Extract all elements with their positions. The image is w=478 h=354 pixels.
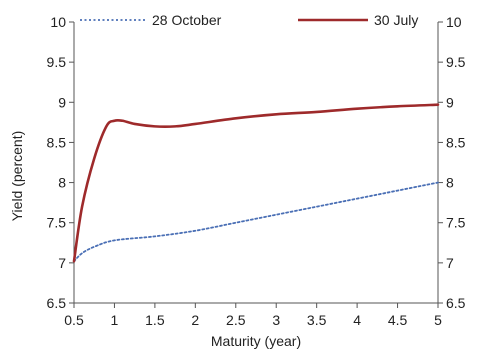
y-tick-label-right: 8	[446, 175, 454, 191]
y-tick-label-right: 7	[446, 255, 454, 271]
x-tick-label: 3	[272, 312, 280, 328]
y-axis-title: Yield (percent)	[9, 131, 25, 222]
x-tick-label: 0.5	[64, 312, 84, 328]
series-layer	[72, 103, 440, 263]
y-tick-label-right: 6.5	[446, 295, 466, 311]
y-tick-label-left: 10	[50, 14, 66, 30]
axes-layer: 0.5 1 1.5 2 2.5 3 3.5 4 4.5 56.577.588.599.5106.5…	[47, 14, 466, 328]
legend: 28 October 30 July	[80, 12, 418, 28]
x-tick-label: 4.5	[388, 312, 408, 328]
y-tick-label-left: 9.5	[47, 54, 67, 70]
y-tick-label-left: 6.5	[47, 295, 67, 311]
x-tick-label: 3.5	[307, 312, 327, 328]
legend-label: 28 October	[152, 12, 222, 28]
y-tick-label-left: 9	[58, 94, 66, 110]
y-tick-label-left: 7	[58, 255, 66, 271]
y-tick-label-left: 8	[58, 175, 66, 191]
y-tick-label-right: 8.5	[446, 134, 466, 150]
x-tick-label: 2.5	[226, 312, 246, 328]
legend-label: 30 July	[374, 12, 418, 28]
x-tick-label: 2	[191, 312, 199, 328]
y-tick-label-right: 7.5	[446, 215, 466, 231]
x-axis-title: Maturity (year)	[211, 333, 301, 349]
series-line-solid	[72, 103, 440, 263]
x-tick-label: 1	[111, 312, 119, 328]
y-tick-label-left: 7.5	[47, 215, 67, 231]
y-tick-label-right: 9	[446, 94, 454, 110]
y-tick-label-left: 8.5	[47, 134, 67, 150]
y-tick-label-right: 10	[446, 14, 462, 30]
series-line-dotted	[73, 181, 439, 263]
x-tick-label: 5	[434, 312, 442, 328]
x-tick-label: 4	[353, 312, 361, 328]
x-tick-label: 1.5	[145, 312, 165, 328]
y-tick-label-right: 9.5	[446, 54, 466, 70]
